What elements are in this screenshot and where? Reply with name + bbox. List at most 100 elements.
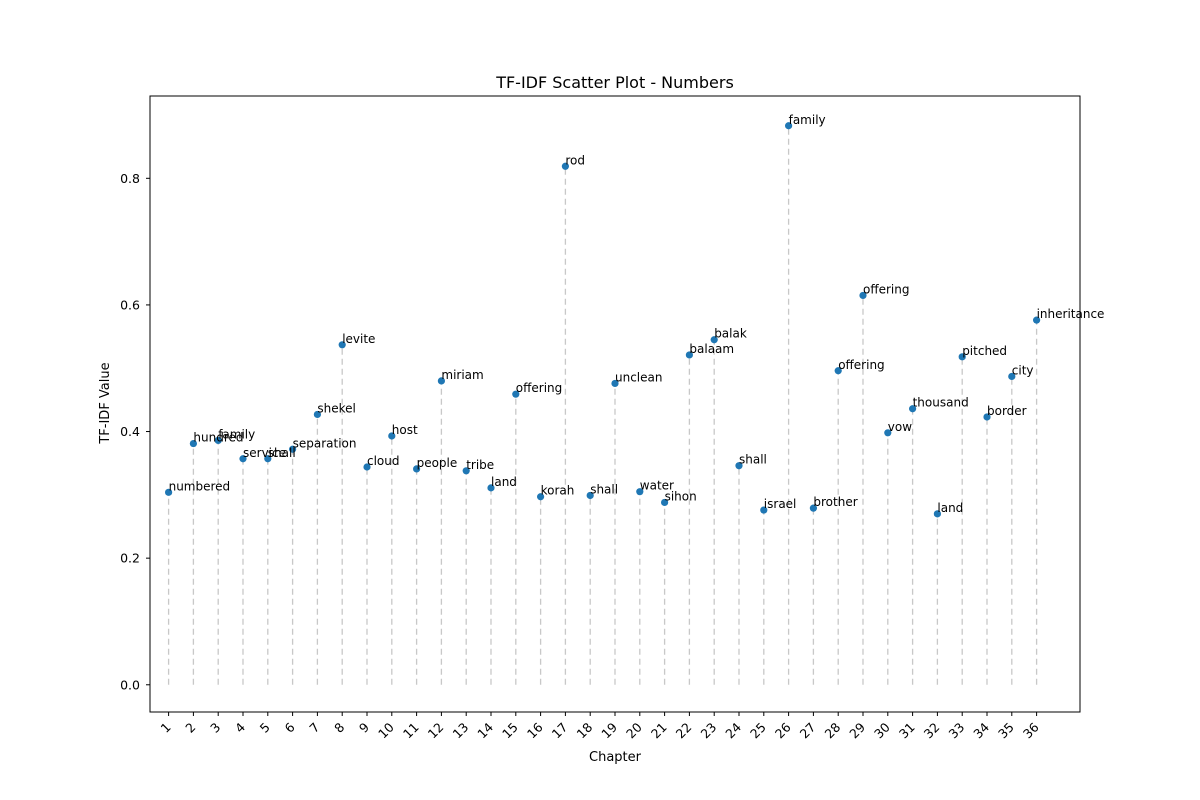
x-tick-label: 13 — [449, 720, 471, 742]
y-axis-label: TF-IDF Value — [98, 362, 113, 444]
point-label: numbered — [169, 479, 231, 493]
data-point — [561, 162, 570, 170]
data-point — [933, 510, 942, 518]
x-tick-label: 16 — [524, 719, 546, 741]
y-tick-label: 0.6 — [120, 297, 140, 312]
data-point — [413, 465, 421, 473]
data-point — [636, 488, 644, 496]
point-labels: numberedhundredfamilyserviceshallseparat… — [169, 113, 1105, 515]
x-tick-label: 24 — [722, 719, 744, 741]
data-point — [512, 390, 520, 398]
point-label: cloud — [367, 454, 400, 468]
x-tick-label: 12 — [425, 720, 447, 742]
point-label: unclean — [615, 370, 662, 384]
data-point — [338, 341, 346, 349]
point-label: tribe — [466, 458, 494, 472]
x-tick-label: 14 — [474, 719, 496, 741]
x-tick-label: 19 — [598, 719, 620, 741]
point-label: shall — [268, 446, 296, 460]
x-tick-label: 17 — [549, 720, 571, 742]
y-tick-label: 0.8 — [120, 171, 140, 186]
point-label: water — [640, 479, 674, 493]
point-label: vow — [888, 420, 912, 434]
data-point — [264, 455, 272, 463]
data-point — [1033, 316, 1041, 324]
point-label: brother — [813, 495, 857, 509]
point-label: balaam — [689, 342, 734, 356]
data-point — [834, 367, 842, 375]
x-tick-label: 10 — [375, 719, 397, 741]
point-label: family — [218, 427, 255, 441]
x-tick-label: 4 — [232, 719, 248, 735]
x-axis-ticks: 1 2 3 4 5 6 7 8 9 10 11 12 13 14 15 16 17 18 19 20 21 22 23 24 2… — [157, 712, 1042, 742]
point-label: service — [243, 446, 286, 460]
point-label: hundred — [193, 431, 243, 445]
x-tick-label: 20 — [623, 719, 645, 741]
point-label: miriam — [441, 368, 483, 382]
data-point — [859, 291, 867, 300]
x-tick-label: 3 — [207, 720, 223, 736]
x-tick-label: 31 — [896, 720, 918, 742]
x-tick-label: 22 — [673, 720, 695, 742]
data-point — [685, 351, 694, 359]
y-tick-label: 0.4 — [120, 424, 140, 439]
x-tick-label: 2 — [182, 720, 198, 736]
data-point — [388, 432, 396, 440]
x-tick-label: 18 — [573, 719, 595, 741]
y-tick-label: 0.2 — [120, 551, 140, 566]
data-point — [785, 122, 793, 130]
point-label: separation — [293, 436, 357, 450]
point-label: land — [491, 475, 517, 489]
data-point — [710, 336, 718, 344]
x-tick-label: 15 — [499, 720, 521, 742]
x-axis-label: Chapter — [589, 750, 642, 765]
point-label: border — [987, 404, 1027, 418]
data-point — [289, 445, 297, 453]
x-tick-label: 35 — [995, 720, 1017, 742]
point-label: people — [417, 456, 458, 470]
x-tick-label: 8 — [331, 719, 347, 735]
point-label: balak — [714, 327, 747, 341]
x-tick-label: 27 — [797, 720, 819, 742]
plot-frame — [149, 95, 1081, 713]
point-label: shall — [739, 453, 767, 467]
x-tick-label: 21 — [648, 720, 670, 742]
y-axis-ticks: 0.0 0.2 0.4 0.6 0.8 — [120, 171, 150, 692]
data-point — [884, 429, 892, 437]
data-point — [214, 436, 222, 445]
point-label: city — [1012, 363, 1034, 377]
data-point — [537, 493, 545, 501]
point-label: family — [789, 113, 826, 127]
x-tick-label: 30 — [871, 719, 893, 741]
data-point — [189, 439, 197, 448]
point-label: rod — [565, 153, 585, 167]
point-label: host — [392, 423, 418, 437]
point-label: offering — [516, 381, 562, 395]
x-tick-label: 7 — [306, 720, 322, 736]
x-tick-label: 26 — [772, 719, 794, 741]
data-points — [165, 122, 1041, 518]
data-point — [313, 410, 321, 419]
chart-title: TF-IDF Scatter Plot - Numbers — [495, 73, 734, 92]
x-tick-label: 5 — [257, 720, 273, 736]
point-label: pitched — [962, 344, 1007, 358]
data-point — [586, 491, 594, 500]
x-tick-label: 34 — [970, 719, 992, 741]
x-tick-label: 28 — [821, 719, 843, 741]
data-point — [735, 462, 743, 470]
data-point — [958, 353, 966, 361]
data-point — [363, 463, 371, 471]
point-label: shekel — [317, 401, 355, 415]
data-point — [239, 455, 247, 463]
x-tick-label: 6 — [281, 719, 297, 735]
x-tick-label: 11 — [400, 720, 422, 742]
point-label: korah — [541, 484, 575, 498]
data-point — [983, 413, 991, 421]
point-label: offering — [863, 282, 909, 296]
x-tick-label: 25 — [747, 720, 769, 742]
x-tick-label: 9 — [356, 719, 372, 735]
data-point — [462, 467, 470, 475]
data-point — [909, 405, 917, 413]
data-point — [760, 506, 768, 514]
